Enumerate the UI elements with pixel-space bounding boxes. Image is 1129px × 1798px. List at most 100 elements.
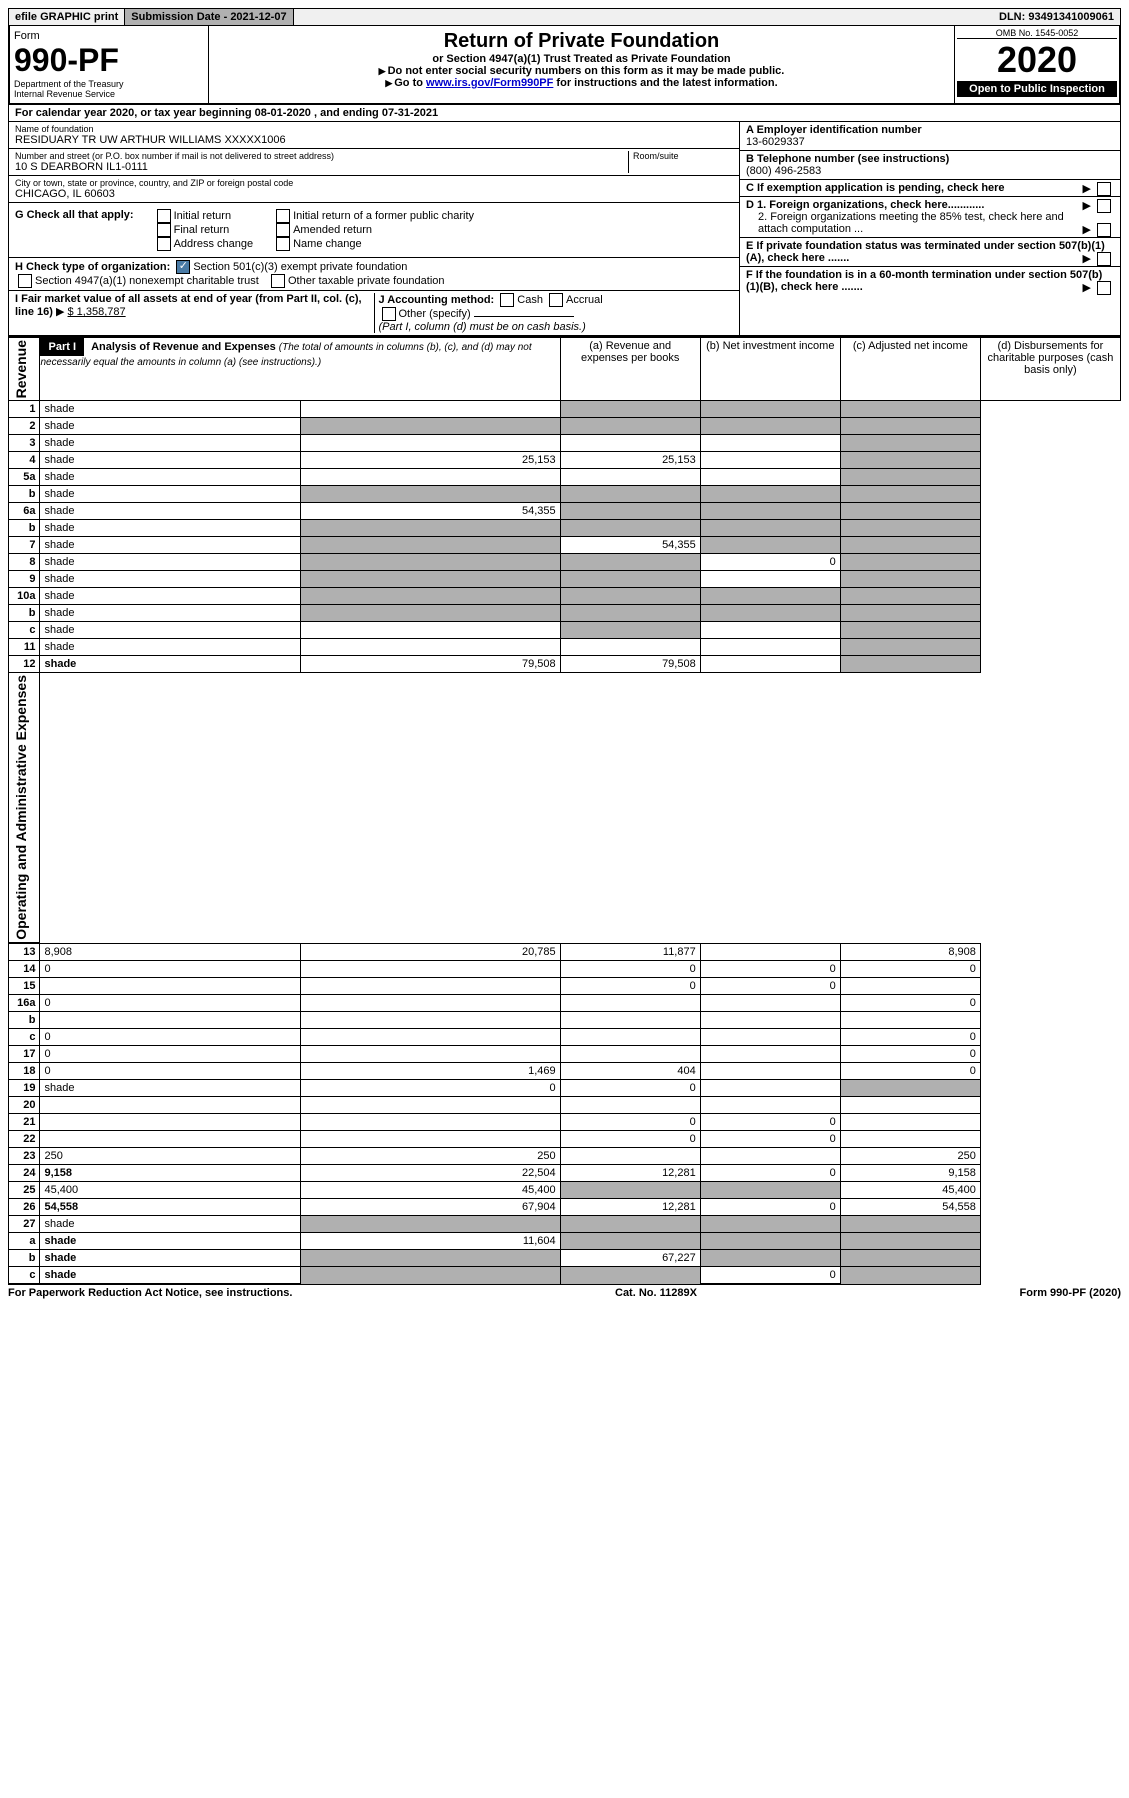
expenses-side-label: Operating and Administrative Expenses [13, 675, 29, 940]
initial-former-check[interactable] [276, 209, 290, 223]
line-description: shade [40, 435, 300, 452]
note-ssn: Do not enter social security numbers on … [213, 65, 950, 77]
c-check[interactable] [1097, 182, 1111, 196]
table-cell [560, 1216, 700, 1233]
table-cell: 67,904 [300, 1199, 560, 1216]
4947a1-check[interactable] [18, 274, 32, 288]
line-number: 20 [9, 1097, 40, 1114]
table-cell [300, 605, 560, 622]
table-cell [840, 401, 980, 418]
table-cell [700, 469, 840, 486]
line-number: c [9, 1267, 40, 1285]
initial-return-check[interactable] [157, 209, 171, 223]
table-cell [560, 401, 700, 418]
submission-date: Submission Date - 2021-12-07 [125, 9, 293, 25]
table-cell [700, 656, 840, 673]
table-cell [560, 1097, 700, 1114]
line-description: shade [40, 503, 300, 520]
col-d-header: (d) Disbursements for charitable purpose… [980, 337, 1120, 401]
table-cell [560, 605, 700, 622]
footer-center: Cat. No. 11289X [615, 1287, 697, 1299]
table-cell [700, 1148, 840, 1165]
table-cell [700, 520, 840, 537]
table-cell: 79,508 [300, 656, 560, 673]
h-label: H Check type of organization: [15, 261, 170, 273]
line-number: 23 [9, 1148, 40, 1165]
final-return-check[interactable] [157, 223, 171, 237]
table-cell [840, 588, 980, 605]
table-cell: 12,281 [560, 1199, 700, 1216]
table-cell [300, 1097, 560, 1114]
line-description: shade [40, 401, 300, 418]
table-cell [840, 1250, 980, 1267]
table-cell [840, 486, 980, 503]
table-cell [700, 452, 840, 469]
table-cell [300, 554, 560, 571]
line-description [40, 1097, 300, 1114]
table-cell [700, 1182, 840, 1199]
j-label: J Accounting method: [379, 294, 495, 306]
d2-check[interactable] [1097, 223, 1111, 237]
cash-check[interactable] [500, 293, 514, 307]
table-cell [560, 588, 700, 605]
table-cell [300, 401, 560, 418]
table-cell [840, 1012, 980, 1029]
f-check[interactable] [1097, 281, 1111, 295]
table-cell [560, 1148, 700, 1165]
table-cell: 0 [700, 1267, 840, 1285]
table-cell [840, 605, 980, 622]
form-subtitle: or Section 4947(a)(1) Trust Treated as P… [213, 53, 950, 65]
table-cell [560, 486, 700, 503]
table-cell [700, 1233, 840, 1250]
amended-return-check[interactable] [276, 223, 290, 237]
other-method-check[interactable] [382, 307, 396, 321]
line-description: 0 [40, 1046, 300, 1063]
line-description: shade [40, 1267, 300, 1285]
table-cell [840, 1097, 980, 1114]
form-title: Return of Private Foundation [213, 30, 950, 53]
line-number: 3 [9, 435, 40, 452]
line-description: shade [40, 588, 300, 605]
line-description: shade [40, 418, 300, 435]
line-number: 7 [9, 537, 40, 554]
table-cell: 0 [700, 961, 840, 978]
line-number: 22 [9, 1131, 40, 1148]
name-change-check[interactable] [276, 237, 290, 251]
table-cell [300, 961, 560, 978]
table-cell [300, 1267, 560, 1285]
table-cell [560, 469, 700, 486]
table-cell [560, 1046, 700, 1063]
ein-label: A Employer identification number [746, 124, 1114, 136]
table-cell [300, 435, 560, 452]
address-change-check[interactable] [157, 237, 171, 251]
line-number: 18 [9, 1063, 40, 1080]
fmv-value: $ 1,358,787 [68, 306, 126, 318]
e-check[interactable] [1097, 252, 1111, 266]
table-cell [840, 452, 980, 469]
accrual-check[interactable] [549, 293, 563, 307]
501c3-check[interactable] [176, 260, 190, 274]
line-number: a [9, 1233, 40, 1250]
table-cell: 0 [300, 1080, 560, 1097]
table-cell [700, 1080, 840, 1097]
table-cell [700, 537, 840, 554]
other-taxable-check[interactable] [271, 274, 285, 288]
open-public: Open to Public Inspection [957, 81, 1117, 97]
line-description: shade [40, 622, 300, 639]
d1-check[interactable] [1097, 199, 1111, 213]
revenue-side-label: Revenue [13, 340, 29, 398]
table-cell [700, 571, 840, 588]
line-description: 0 [40, 961, 300, 978]
room-label: Room/suite [633, 151, 733, 161]
ein-value: 13-6029337 [746, 136, 1114, 148]
part1-label: Part I [40, 338, 84, 356]
line-number: 14 [9, 961, 40, 978]
city-label: City or town, state or province, country… [15, 178, 733, 188]
table-cell [840, 537, 980, 554]
form990pf-link[interactable]: www.irs.gov/Form990PF [426, 77, 553, 89]
line-description [40, 978, 300, 995]
table-cell: 0 [840, 1063, 980, 1080]
line-description: shade [40, 452, 300, 469]
table-cell: 25,153 [560, 452, 700, 469]
table-cell: 25,153 [300, 452, 560, 469]
